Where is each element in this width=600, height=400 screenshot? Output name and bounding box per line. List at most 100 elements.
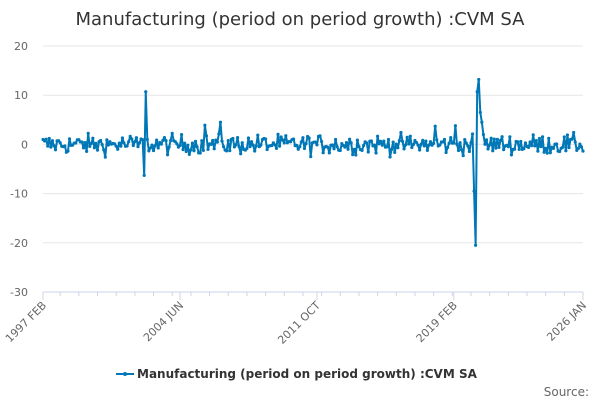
data-point[interactable] — [144, 90, 148, 94]
data-point[interactable] — [385, 145, 389, 149]
data-point[interactable] — [156, 146, 160, 150]
data-point[interactable] — [276, 132, 280, 136]
data-point[interactable] — [547, 136, 551, 140]
data-point[interactable] — [578, 142, 582, 146]
data-point[interactable] — [313, 140, 317, 144]
data-point[interactable] — [539, 145, 543, 149]
data-point[interactable] — [100, 142, 104, 147]
data-point[interactable] — [335, 145, 339, 149]
data-point[interactable] — [105, 138, 109, 142]
data-point[interactable] — [523, 141, 528, 145]
data-point[interactable] — [136, 144, 140, 149]
data-point[interactable] — [418, 148, 422, 152]
data-point[interactable] — [467, 149, 472, 154]
data-point[interactable] — [301, 136, 305, 140]
data-point[interactable] — [170, 131, 174, 135]
data-point[interactable] — [183, 141, 187, 145]
data-point[interactable] — [192, 149, 196, 153]
data-point[interactable] — [581, 149, 585, 153]
data-point[interactable] — [137, 141, 142, 145]
data-point[interactable] — [352, 147, 356, 151]
data-point[interactable] — [453, 124, 458, 128]
data-point[interactable] — [531, 133, 535, 137]
data-point[interactable] — [508, 135, 512, 139]
data-point[interactable] — [492, 137, 496, 141]
data-point[interactable] — [542, 150, 546, 154]
data-point[interactable] — [81, 146, 86, 150]
data-point[interactable] — [435, 138, 439, 142]
data-point[interactable] — [562, 135, 566, 139]
data-point[interactable] — [512, 147, 517, 151]
data-point[interactable] — [377, 142, 381, 146]
data-point[interactable] — [119, 144, 123, 148]
data-point[interactable] — [338, 148, 342, 153]
data-point[interactable] — [396, 146, 400, 150]
data-point[interactable] — [108, 140, 112, 144]
data-point[interactable] — [106, 143, 111, 147]
data-point[interactable] — [466, 144, 470, 148]
data-point[interactable] — [74, 141, 78, 145]
data-point[interactable] — [102, 148, 106, 152]
data-point[interactable] — [410, 145, 414, 150]
data-point[interactable] — [66, 149, 70, 153]
data-point[interactable] — [432, 141, 436, 145]
data-point[interactable] — [570, 137, 574, 141]
data-point[interactable] — [113, 142, 117, 146]
data-point[interactable] — [369, 139, 373, 143]
data-point[interactable] — [103, 155, 107, 159]
data-point[interactable] — [516, 140, 520, 144]
data-point[interactable] — [161, 138, 165, 142]
data-point[interactable] — [47, 136, 51, 141]
data-point[interactable] — [99, 138, 103, 143]
data-point[interactable] — [537, 136, 542, 141]
data-point[interactable] — [295, 143, 299, 148]
data-point[interactable] — [491, 149, 495, 153]
data-point[interactable] — [159, 142, 163, 146]
data-point[interactable] — [397, 139, 401, 143]
data-point[interactable] — [319, 139, 324, 144]
data-point[interactable] — [298, 145, 302, 149]
data-point[interactable] — [497, 145, 501, 149]
data-point[interactable] — [540, 135, 545, 139]
data-point[interactable] — [253, 149, 257, 153]
data-point[interactable] — [142, 173, 146, 177]
data-point[interactable] — [134, 136, 139, 140]
data-point[interactable] — [509, 153, 514, 157]
data-point[interactable] — [376, 134, 380, 138]
data-point[interactable] — [390, 147, 394, 152]
data-point[interactable] — [528, 140, 532, 144]
data-point[interactable] — [130, 137, 134, 141]
data-point[interactable] — [321, 151, 325, 155]
data-point[interactable] — [117, 141, 121, 145]
data-point[interactable] — [452, 141, 456, 145]
data-point[interactable] — [49, 145, 53, 149]
data-point[interactable] — [53, 148, 58, 152]
data-point[interactable] — [379, 139, 383, 143]
data-point[interactable] — [46, 144, 50, 148]
data-point[interactable] — [86, 131, 90, 135]
data-point[interactable] — [372, 143, 377, 147]
data-point[interactable] — [545, 151, 549, 155]
data-point[interactable] — [155, 138, 159, 142]
data-point[interactable] — [474, 243, 478, 247]
data-point[interactable] — [259, 143, 263, 147]
data-point[interactable] — [181, 147, 185, 152]
data-point[interactable] — [184, 149, 188, 154]
data-point[interactable] — [291, 137, 296, 141]
data-point[interactable] — [470, 132, 475, 136]
data-point[interactable] — [203, 123, 207, 127]
data-point[interactable] — [455, 142, 459, 147]
data-point[interactable] — [438, 143, 442, 147]
data-point[interactable] — [88, 144, 92, 148]
data-point[interactable] — [80, 140, 84, 144]
data-point[interactable] — [386, 137, 391, 142]
data-point[interactable] — [307, 136, 311, 140]
data-point[interactable] — [218, 120, 223, 124]
data-point[interactable] — [391, 140, 395, 144]
data-point[interactable] — [469, 141, 473, 145]
data-point[interactable] — [346, 147, 350, 151]
data-point[interactable] — [226, 139, 230, 143]
data-point[interactable] — [561, 145, 565, 149]
data-point[interactable] — [147, 149, 151, 153]
data-point[interactable] — [234, 143, 238, 147]
